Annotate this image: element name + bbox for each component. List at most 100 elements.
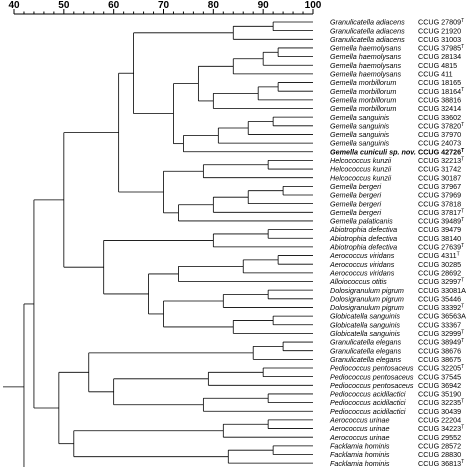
- strain-label: CCUG 37545: [418, 372, 461, 381]
- strain-label: CCUG 37985T: [418, 44, 464, 53]
- strain-label: CCUG 38676: [418, 346, 461, 355]
- species-label: Gemella haemolysans: [330, 52, 402, 61]
- strain-label: CCUG 18164T: [418, 87, 464, 96]
- species-label: Aerococcus urinae: [329, 424, 390, 433]
- strain-label: CCUG 37969: [418, 191, 461, 200]
- similarity-scale: 40 50 60 70 80 90 100: [8, 0, 322, 15]
- strain-label: CCUG 28692: [418, 268, 461, 277]
- strain-label: CCUG 33081A: [418, 286, 466, 295]
- species-label: Helcococcus kunzii: [330, 173, 392, 182]
- species-label: Gemella sanguinis: [330, 130, 390, 139]
- species-label: Granulicatella adiacens: [330, 35, 405, 44]
- species-label: Gemella haemolysans: [330, 70, 402, 79]
- species-label: Granulicatella adiacens: [330, 18, 405, 27]
- strain-label: CCUG 37817T: [418, 208, 464, 217]
- strain-label: CCUG 33602: [418, 113, 461, 122]
- species-label: Pediococcus acidilactici: [330, 390, 406, 399]
- axis-tick-label: 90: [258, 0, 270, 11]
- strain-label: CCUG 38816: [418, 95, 461, 104]
- strain-label: CCUG 29552: [418, 433, 461, 442]
- strain-label: CCUG 27809T: [418, 18, 464, 27]
- strain-label: CCUG 18165: [418, 78, 461, 87]
- strain-label: CCUG 32235T: [418, 398, 464, 407]
- strain-label: CCUG 32997T: [418, 277, 464, 286]
- strain-label: CCUG 42726T: [418, 147, 464, 156]
- species-label: Aerococcus viridans: [329, 251, 395, 260]
- strain-label: CCUG 38949T: [418, 338, 464, 347]
- strain-label: CCUG 411: [418, 70, 453, 79]
- strain-label: CCUG 35446: [418, 294, 461, 303]
- strain-label: CCUG 34223T: [418, 424, 464, 433]
- strain-label: CCUG 37970: [418, 130, 461, 139]
- species-label: Gemella morbillorum: [330, 78, 396, 87]
- species-label: Abiotrophia defectiva: [329, 243, 397, 252]
- strain-label: CCUG 36942: [418, 381, 461, 390]
- species-label: Facklamia hominis: [330, 441, 390, 450]
- strain-label: CCUG 36813T: [418, 459, 464, 467]
- species-label: Globicatella sanguinis: [330, 320, 400, 329]
- species-label: Facklamia hominis: [330, 450, 390, 459]
- species-label: Gemella morbillorum: [330, 95, 396, 104]
- species-label: Dolosigranulum pigrum: [330, 303, 404, 312]
- strain-label: CCUG 4815: [418, 61, 457, 70]
- strain-label: CCUG 37820T: [418, 121, 464, 130]
- leaf-labels: Granulicatella adiacens CCUG 27809T Granul…: [329, 18, 466, 467]
- strain-label: CCUG 28134: [418, 52, 461, 61]
- species-label: Dolosigranulum pigrum: [330, 294, 404, 303]
- species-label: Abiotrophia defectiva: [329, 234, 397, 243]
- species-label: Dolosigranulum pigrum: [330, 286, 404, 295]
- strain-label: CCUG 36563A: [418, 312, 466, 321]
- strain-label: CCUG 32213T: [418, 156, 464, 165]
- species-label: Gemella sanguinis: [330, 121, 390, 130]
- species-label: Gemella haemolysans: [330, 61, 402, 70]
- strain-label: CCUG 30285: [418, 260, 461, 269]
- species-label: Gemella sanguinis: [330, 113, 390, 122]
- strain-label: CCUG 32999T: [418, 329, 464, 338]
- strain-label: CCUG 32205T: [418, 364, 464, 373]
- species-label: Aerococcus viridans: [329, 268, 395, 277]
- species-label: Gemella bergeri: [330, 191, 382, 200]
- species-label: Gemella haemolysans: [330, 44, 402, 53]
- tree-branches: [3, 21, 313, 467]
- species-label: Aerococcus viridans: [329, 260, 395, 269]
- species-label: Aerococcus urinae: [329, 416, 390, 425]
- species-label: Aerococcus urinae: [329, 433, 390, 442]
- species-label: Alloiococcus otitis: [329, 277, 387, 286]
- species-label: Facklamia hominis: [330, 459, 390, 467]
- species-label: Helcococcus kunzii: [330, 165, 392, 174]
- axis-tick-label: 60: [108, 0, 120, 11]
- strain-label: CCUG 30439: [418, 407, 461, 416]
- species-label: Pediococcus acidilactici: [330, 398, 406, 407]
- strain-label: CCUG 39489T: [418, 217, 464, 226]
- species-label: Pediococcus pentosaceus: [330, 381, 414, 390]
- strain-label: CCUG 33392T: [418, 303, 464, 312]
- strain-label: CCUG 4311T: [418, 251, 460, 260]
- species-label: Gemella bergeri: [330, 199, 382, 208]
- species-label: Globicatella sanguinis: [330, 312, 400, 321]
- species-label: Granulicatella elegans: [330, 338, 402, 347]
- axis-tick-label: 50: [58, 0, 70, 11]
- species-label: Gemella morbillorum: [330, 87, 396, 96]
- strain-label: CCUG 32414: [418, 104, 461, 113]
- strain-label: CCUG 28572: [418, 441, 461, 450]
- strain-label: CCUG 31003: [418, 35, 461, 44]
- species-label: Pediococcus pentosaceus: [330, 372, 414, 381]
- axis-tick-label: 100: [305, 0, 322, 11]
- species-label: Gemella morbillorum: [330, 104, 396, 113]
- species-label: Gemella bergeri: [330, 182, 382, 191]
- species-label: Globicatella sanguinis: [330, 329, 400, 338]
- axis-tick-label: 70: [158, 0, 170, 11]
- strain-label: CCUG 24073: [418, 139, 461, 148]
- axis-tick-label: 40: [8, 0, 20, 11]
- species-label: Helcococcus kunzii: [330, 156, 392, 165]
- species-label: Pediococcus acidilactici: [330, 407, 406, 416]
- strain-label: CCUG 22204: [418, 416, 461, 425]
- strain-label: CCUG 31742: [418, 165, 461, 174]
- species-label: Gemella bergeri: [330, 208, 382, 217]
- strain-label: CCUG 39479: [418, 225, 461, 234]
- species-label: Granulicatella elegans: [330, 355, 402, 364]
- species-label: Granulicatella adiacens: [330, 26, 405, 35]
- strain-label: CCUG 28830: [418, 450, 461, 459]
- species-label: Gemella palaticanis: [330, 217, 393, 226]
